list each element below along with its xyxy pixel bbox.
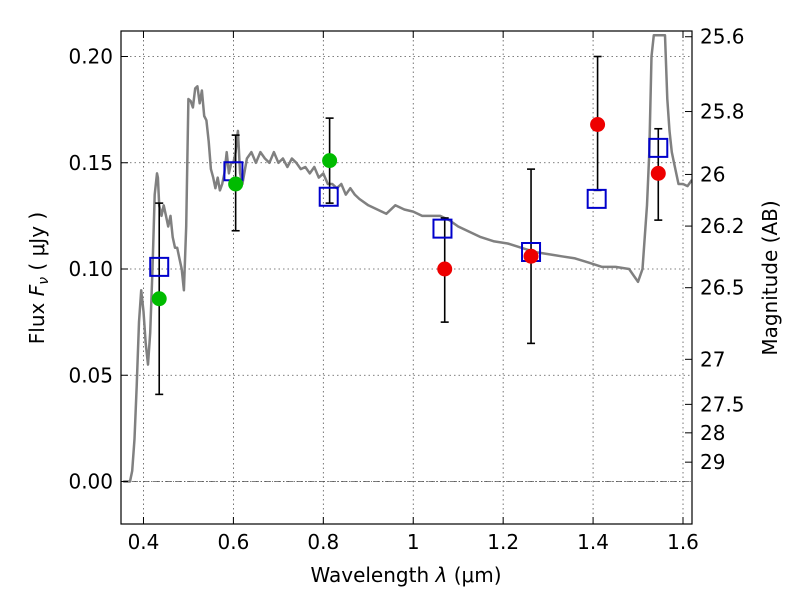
y-tick-labels: 0.00 0.05 0.10 0.15 0.20 — [68, 45, 113, 494]
x-tick-labels: 0.4 0.6 0.8 1 1.2 1.4 1.6 — [128, 530, 699, 554]
red-point — [590, 117, 606, 132]
y2-tick-label: 25.6 — [700, 25, 745, 49]
ticks — [121, 31, 692, 524]
y-tick-label: 0.00 — [68, 470, 113, 494]
green-point — [151, 291, 167, 307]
x-tick-label: 1.6 — [667, 530, 699, 554]
x-tick-label: 1.4 — [577, 530, 609, 554]
grid — [121, 31, 692, 524]
y-tick-label: 0.20 — [68, 45, 113, 69]
x-tick-label: 0.8 — [307, 530, 339, 554]
y2-tick-label: 27 — [700, 347, 725, 371]
x-tick-label: 1 — [407, 530, 420, 554]
red-point — [650, 165, 666, 181]
y-tick-label: 0.05 — [68, 363, 113, 387]
y2-tick-label: 26.2 — [700, 214, 745, 238]
y2-tick-label: 29 — [700, 450, 725, 474]
y2-tick-label: 28 — [700, 421, 725, 445]
y-tick-label: 0.10 — [68, 257, 113, 281]
y2-axis-label: Magnitude (AB) — [758, 200, 782, 355]
model-square — [648, 137, 669, 158]
x-axis-label: Wavelength λ (μm) — [310, 563, 501, 587]
model-square — [432, 218, 453, 239]
x-tick-label: 0.6 — [217, 530, 249, 554]
y2-tick-label: 25.8 — [700, 100, 745, 124]
model-square — [318, 186, 339, 207]
green-point — [322, 153, 338, 169]
y2-tick-labels: 25.6 25.8 26 26.2 26.5 27 27.5 28 29 — [700, 25, 745, 474]
y-axis-label: Flux Fν ( μJy ) — [25, 212, 52, 344]
red-point — [523, 248, 539, 264]
green-point — [228, 176, 244, 192]
detection-points — [151, 117, 666, 307]
y2-tick-label: 26.5 — [700, 276, 745, 300]
y2-tick-label: 27.5 — [700, 392, 745, 416]
model-square — [586, 188, 607, 209]
x-tick-label: 1.2 — [487, 530, 519, 554]
y2-tick-label: 26 — [700, 162, 725, 186]
model-square — [149, 256, 170, 277]
y-tick-label: 0.15 — [68, 151, 113, 175]
x-tick-label: 0.4 — [128, 530, 160, 554]
red-point — [437, 261, 453, 277]
plot-area — [123, 34, 692, 483]
plot-frame — [120, 30, 693, 525]
sed-template-line — [123, 34, 692, 483]
error-bars — [155, 55, 663, 396]
